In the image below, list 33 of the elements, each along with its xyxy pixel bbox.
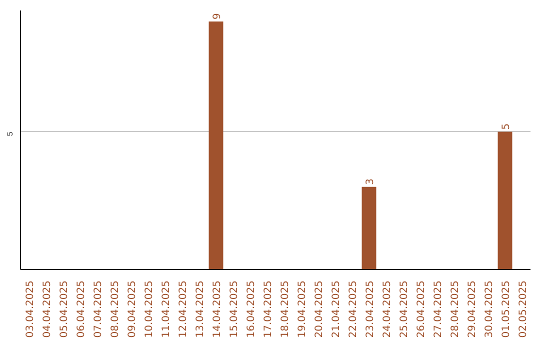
x-tick-label: 06.04.2025	[76, 280, 87, 338]
x-tick-label: 07.04.2025	[93, 280, 104, 338]
data-label: 5	[501, 123, 512, 130]
x-tick-label: 20.04.2025	[314, 280, 325, 338]
x-tick-label: 26.04.2025	[416, 280, 427, 338]
data-label: 9	[212, 13, 223, 20]
x-tick-label: 21.04.2025	[331, 280, 342, 338]
data-label: 3	[365, 178, 376, 185]
x-tick-label: 17.04.2025	[263, 280, 274, 338]
x-tick-label: 03.04.2025	[25, 280, 36, 338]
x-tick-label: 01.05.2025	[501, 280, 512, 338]
x-tick-label: 28.04.2025	[450, 280, 461, 338]
x-tick-label: 09.04.2025	[127, 280, 138, 338]
x-tick-label: 14.04.2025	[212, 280, 223, 338]
x-tick-label: 11.04.2025	[161, 280, 172, 338]
x-tick-label: 04.04.2025	[42, 280, 53, 338]
x-tick-label: 19.04.2025	[297, 280, 308, 338]
x-tick-label: 05.04.2025	[59, 280, 70, 338]
x-tick-label: 02.05.2025	[518, 280, 529, 338]
x-tick-label: 18.04.2025	[280, 280, 291, 338]
x-tick-label: 23.04.2025	[365, 280, 376, 338]
x-tick-label: 10.04.2025	[144, 280, 155, 338]
x-tick-label: 12.04.2025	[178, 280, 189, 338]
x-tick-label: 25.04.2025	[399, 280, 410, 338]
x-tick-label: 08.04.2025	[110, 280, 121, 338]
x-tick-label: 22.04.2025	[348, 280, 359, 338]
x-tick-label: 15.04.2025	[229, 280, 240, 338]
x-tick-label: 27.04.2025	[433, 280, 444, 338]
x-tick-label: 29.04.2025	[467, 280, 478, 338]
x-tick-label: 16.04.2025	[246, 280, 257, 338]
x-tick-label: 13.04.2025	[195, 280, 206, 338]
x-tick-label: 24.04.2025	[382, 280, 393, 338]
x-tick-label: 30.04.2025	[484, 280, 495, 338]
